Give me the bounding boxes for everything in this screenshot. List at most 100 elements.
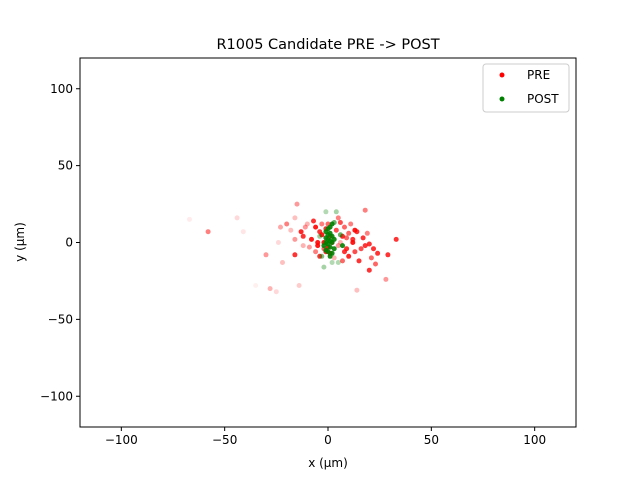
pre-point [366,267,372,273]
pre-point [294,201,300,207]
y-tick-label: 100 [50,82,73,96]
pre-point [371,246,376,252]
y-tick-label: 0 [65,236,73,250]
pre-point [315,240,321,245]
post-point [321,243,327,249]
pre-point [253,283,259,288]
pre-point [331,255,337,261]
legend: PRE POST [482,63,570,113]
pre-point [306,244,312,250]
pre-point [309,236,314,242]
pre-point [296,283,302,288]
pre-point [313,249,319,255]
post-point [323,209,329,215]
points-layer [187,201,399,295]
pre-point [311,218,316,224]
legend-label-post: POST [527,92,559,106]
pre-point [304,221,310,227]
y-axis-label: y (µm) [13,222,27,262]
pre-point [337,220,343,225]
pre-point [284,221,290,227]
pre-point [300,233,306,239]
chart-title: R1005 Candidate PRE -> POST [216,37,439,53]
pre-point [344,235,350,241]
y-tick-label: −50 [48,312,73,326]
legend-box [482,63,570,113]
post-point [335,260,341,265]
pre-point [267,286,273,292]
pre-point [340,258,345,264]
pre-point [292,252,298,258]
pre-point [362,207,368,213]
pre-point [275,240,281,245]
post-point [321,264,327,270]
pre-point [366,241,372,247]
pre-point [352,249,358,255]
y-tick-label: −100 [40,389,73,403]
pre-point [346,230,352,236]
pre-point [368,255,374,261]
pre-point [348,221,354,227]
pre-point [234,215,240,221]
pre-point [356,258,362,264]
pre-point [240,229,246,235]
x-tick-label: −100 [105,433,138,447]
x-tick-label: 50 [424,433,439,447]
x-tick-label: 0 [324,433,332,447]
pre-point [344,246,350,252]
pre-point [364,230,370,236]
legend-marker-pre [499,72,505,78]
pre-point [319,232,325,238]
pre-point [205,229,211,235]
pre-point [373,261,378,267]
legend-marker-post [499,96,505,102]
pre-point [263,252,269,258]
pre-point [302,224,308,230]
pre-point [335,243,341,249]
pre-point [375,250,381,256]
axes-layer: −100 −50 0 50 100 −100 −50 0 50 100 [40,82,546,447]
post-point [331,236,337,242]
pre-point [354,287,360,293]
pre-point [346,253,352,259]
post-point [327,244,333,250]
pre-point [273,289,279,295]
post-point [331,246,337,252]
pre-point [187,216,192,222]
plot-frame [79,57,577,428]
post-point [319,253,325,259]
pre-point [298,229,304,235]
pre-point [360,235,366,241]
pre-point [278,224,283,230]
x-tick-label: −50 [212,433,237,447]
pre-point [333,227,339,233]
x-axis-label: x (µm) [308,456,348,470]
post-point [333,209,339,215]
legend-label-pre: PRE [527,68,550,82]
post-point [340,243,345,249]
pre-point [350,240,356,245]
pre-point [342,224,347,230]
pre-point [313,224,319,230]
y-tick-label: 50 [58,159,73,173]
post-point [337,232,343,238]
pre-point [385,252,391,258]
pre-point [383,276,389,282]
x-tick-label: 100 [523,433,546,447]
pre-point [280,260,285,265]
pre-point [358,246,364,252]
pre-point [335,215,341,221]
pre-point [319,221,325,227]
pre-point [292,215,298,221]
post-point [327,253,333,259]
pre-point [354,229,360,235]
pre-point [362,243,368,249]
post-point [329,260,335,265]
post-point [325,249,331,255]
pre-point [300,243,306,249]
post-point [317,233,323,239]
pre-point [292,236,298,242]
pre-point [288,227,294,233]
pre-point [393,236,399,242]
